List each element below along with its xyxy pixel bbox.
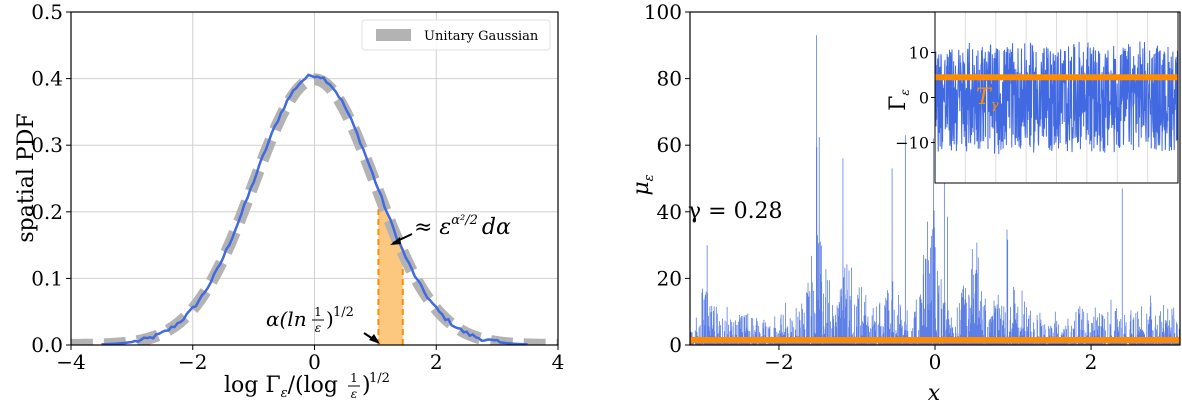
annotation-threshold-num: 1 [314,305,322,319]
gamma-annotation: γ = 0.28 [688,199,783,224]
annotation-threshold-sup: 1/2 [333,305,354,320]
annotation-threshold-arrowhead [369,334,380,344]
right-xtick-label: 0 [929,350,942,374]
left-ytick-label: 0.5 [31,0,63,24]
threshold-label-sub: γ [991,98,999,113]
left-ytick-label: 0.2 [31,200,63,224]
inset-ylabel-eps: ε [898,89,912,95]
right-ytick-label: 20 [657,266,682,290]
left-xlabel-sup: 1/2 [369,371,390,386]
left-ytick-label: 0.4 [31,67,63,91]
empirical-pdf-curve [101,73,528,345]
inset-ytick-label: −10 [895,134,929,153]
field-noise [935,41,1178,155]
inset-y-axis-label: Γε [886,89,912,111]
left-xtick-label: −2 [178,350,207,374]
left-xtick-label: −4 [56,350,85,374]
left-xtick-label: 2 [430,350,443,374]
left-xlabel-log: log Γ [224,373,281,398]
right-ylabel-mu: μ [629,181,654,195]
right-ytick-label: 80 [657,67,682,91]
shaded-region [378,191,403,345]
right-ytick-label: 100 [644,0,682,24]
right-y-axis-label: με [629,174,657,195]
right-ylabel-eps: ε [642,174,657,181]
left-ytick-label: 0.3 [31,133,63,157]
annotation-measure-main: ≈ ε [414,215,451,240]
left-xlabel-close: ) [362,373,371,398]
inset-ticks: −10 0 10 [895,44,935,153]
left-xtick-label: 0 [308,350,321,374]
legend: Unitary Gaussian [361,19,551,51]
inset-ytick-label: 0 [919,89,929,108]
annotation-measure-sup: α²/2 [451,213,478,228]
right-x-axis-label: x [928,381,941,406]
threshold-label: Tγ [976,85,999,113]
annotation-threshold: α(ln 1 ε ) 1/2 [266,305,380,344]
right-ytick-label: 0 [669,333,682,357]
left-y-axis-label: spatial PDF [14,113,39,242]
left-chart: −4 −2 0 2 4 0.0 0.1 0.2 0.3 0.4 0.5 Unitary Gaussi… [14,0,564,401]
annotation-measure: ≈ εα²/2 dα [390,213,511,245]
left-grid [70,11,559,346]
left-xlabel-slash: /(log [288,373,338,398]
right-xtick-label: 2 [1085,350,1098,374]
annotation-threshold-den: ε [315,321,321,335]
left-xlabel-eps: ε [281,386,288,401]
inset-ylabel-gamma: Γ [886,96,911,111]
left-ticks: −4 −2 0 2 4 0.0 0.1 0.2 0.3 0.4 0.5 [31,0,564,374]
left-xlabel-num: 1 [350,371,358,385]
annotation-threshold-close: ) [326,307,334,331]
left-xtick-label: 4 [552,350,565,374]
right-ytick-label: 60 [657,133,682,157]
annotation-measure-tail: dα [482,215,511,240]
svg-text:≈ εα²/2dα: ≈ εα²/2 dα [414,213,511,240]
legend-box [361,19,551,51]
right-ytick-label: 40 [657,200,682,224]
annotation-threshold-main: α(ln [266,307,307,331]
inset-ytick-label: 10 [909,44,929,63]
right-xtick-label: −2 [764,350,793,374]
annotation-measure-arrowhead [390,237,401,245]
inset-chart: −10 0 10 Tγ Γε [886,11,1179,184]
threshold-label-main: T [976,85,993,110]
svg-text:log Γε/(log: log Γε/(log [224,373,338,401]
left-x-axis-label: log Γε/(log 1 ε ) 1/2 [224,371,390,401]
legend-label: Unitary Gaussian [424,29,539,44]
svg-text:α(ln: α(ln [266,307,307,331]
left-ytick-label: 0.1 [31,266,63,290]
left-ytick-label: 0.0 [31,333,63,357]
left-xlabel-den: ε [351,387,357,401]
